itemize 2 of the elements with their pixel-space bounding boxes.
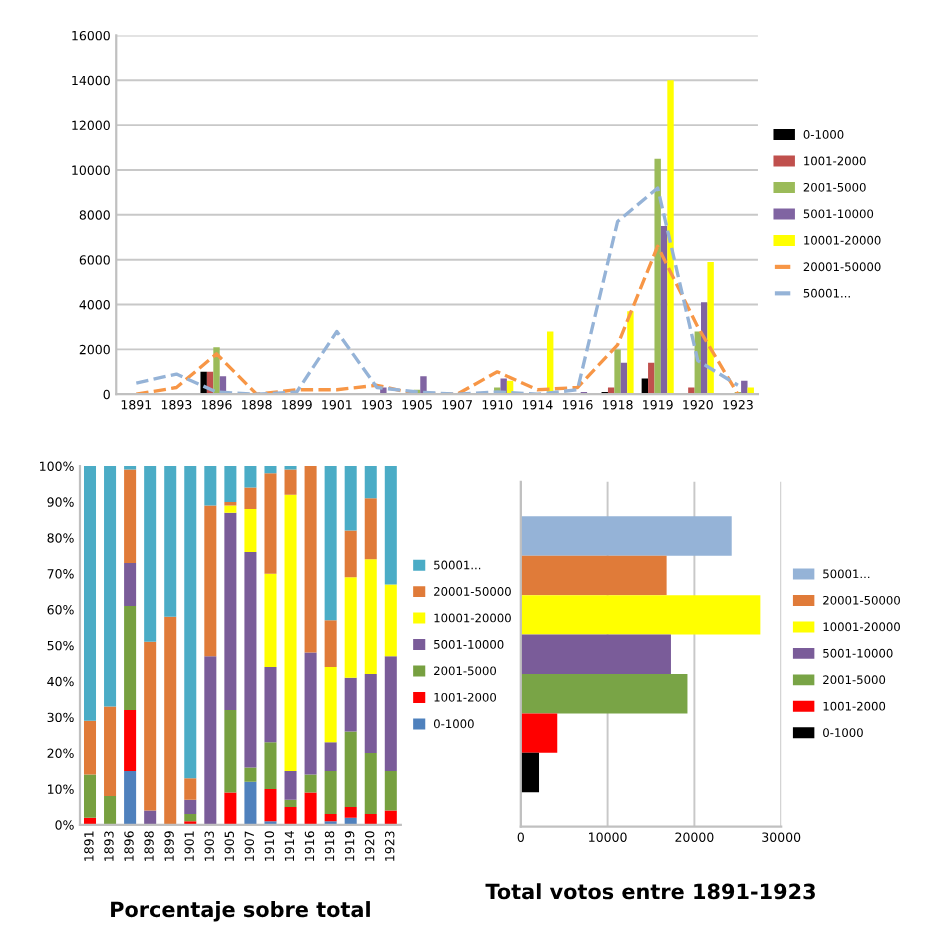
x-axis-title: Porcentaje sobre total: [111, 901, 370, 922]
x-axis-title: Total votos entre 1891-1923: [485, 883, 815, 900]
